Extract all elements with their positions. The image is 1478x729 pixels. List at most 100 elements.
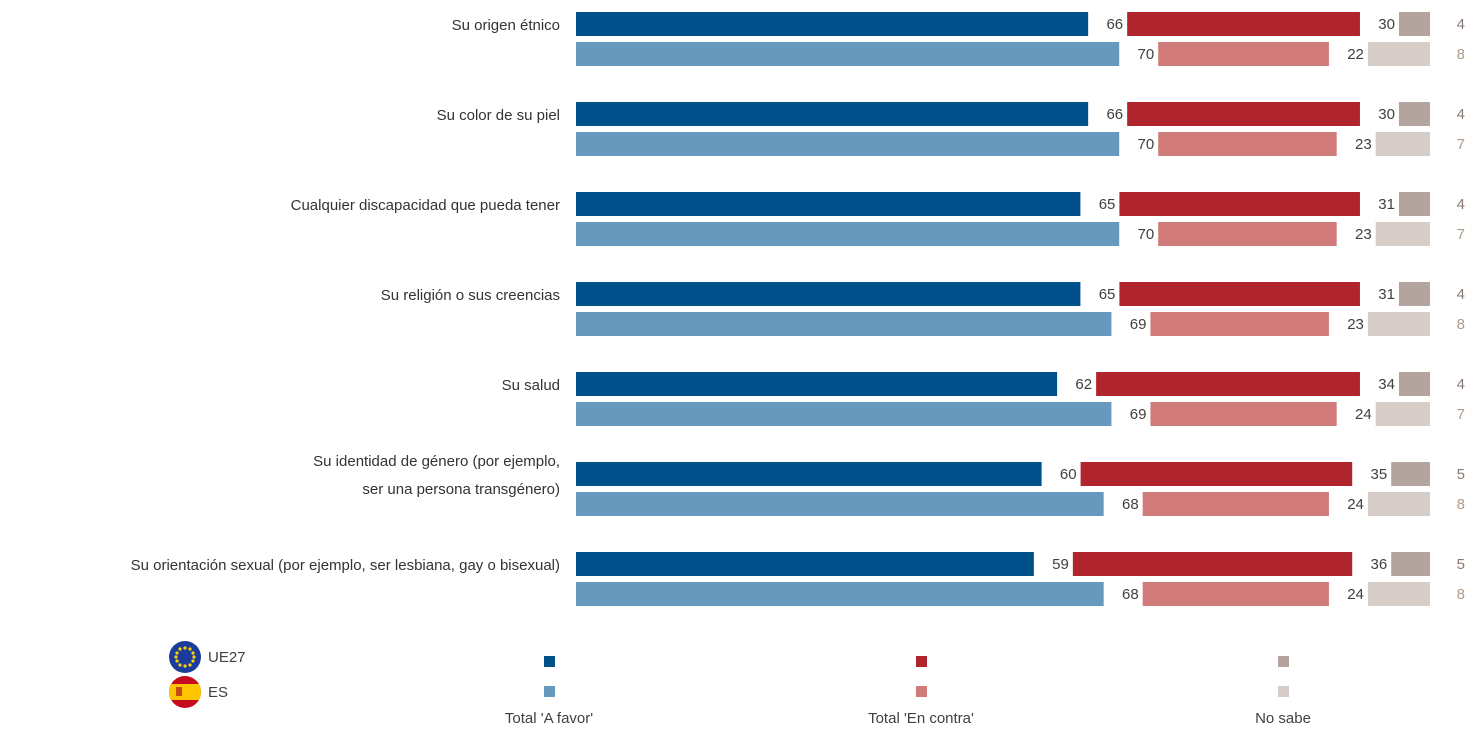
value-label: 24 [1355, 406, 1372, 423]
bar-segment [1158, 222, 1337, 246]
bar-segment [576, 192, 1081, 216]
value-label: 30 [1378, 106, 1395, 123]
bar-segment [1142, 492, 1329, 516]
bar-segment [576, 222, 1120, 246]
flag-eu [169, 641, 201, 673]
bar-segment [576, 42, 1120, 66]
bar-segment [576, 372, 1058, 396]
bar-segment [576, 552, 1034, 576]
bar-segment [576, 12, 1089, 36]
value-label: 62 [1075, 376, 1092, 393]
legend-swatch [544, 656, 555, 667]
value-label: 70 [1138, 226, 1155, 243]
value-label: 22 [1347, 46, 1364, 63]
value-label: 8 [1457, 496, 1465, 513]
category-label: Su religión o sus creencias [380, 287, 560, 304]
value-label: 7 [1457, 226, 1465, 243]
category-label: Su origen étnico [451, 17, 560, 34]
bar-segment [1072, 552, 1353, 576]
bar-segment [576, 282, 1081, 306]
value-label: 8 [1457, 586, 1465, 603]
bar-segment [1119, 192, 1360, 216]
bar-segment [1391, 462, 1430, 486]
value-label: 23 [1355, 136, 1372, 153]
value-label: 65 [1099, 286, 1116, 303]
bar-segment [1367, 582, 1430, 606]
value-label: 5 [1457, 466, 1465, 483]
value-label: 7 [1457, 136, 1465, 153]
bar-segment [1150, 402, 1337, 426]
bar-segment [1398, 102, 1430, 126]
value-label: 66 [1106, 106, 1123, 123]
legend-group-label: UE27 [208, 649, 246, 666]
bar-segment [1096, 372, 1360, 396]
bar-segment [1398, 372, 1430, 396]
value-label: 4 [1457, 376, 1465, 393]
bar-segment [1375, 132, 1430, 156]
legend-label: Total 'A favor' [505, 710, 593, 727]
value-label: 70 [1138, 46, 1155, 63]
bar-segment [576, 132, 1120, 156]
value-label: 34 [1378, 376, 1395, 393]
value-label: 60 [1060, 466, 1077, 483]
bar-segment [576, 102, 1089, 126]
value-label: 59 [1052, 556, 1069, 573]
value-label: 8 [1457, 316, 1465, 333]
bar-segment [576, 462, 1042, 486]
value-label: 31 [1378, 196, 1395, 213]
flag-es [169, 676, 201, 708]
bar-segment [1367, 492, 1430, 516]
bar-segment [1127, 102, 1360, 126]
bar-segment [1398, 192, 1430, 216]
value-label: 69 [1130, 316, 1147, 333]
bar-segment [1127, 12, 1360, 36]
bar-segment [1398, 282, 1430, 306]
value-label: 24 [1347, 496, 1364, 513]
value-label: 4 [1457, 286, 1465, 303]
legend-swatch [544, 686, 555, 697]
value-label: 36 [1371, 556, 1388, 573]
bar-segment [576, 492, 1104, 516]
bar-segment [1158, 132, 1337, 156]
bar-segment [1119, 282, 1360, 306]
value-label: 70 [1138, 136, 1155, 153]
bar-segment [1142, 582, 1329, 606]
bar-segment [1150, 312, 1329, 336]
value-label: 68 [1122, 496, 1139, 513]
legend-label: No sabe [1255, 710, 1311, 727]
bar-segment [1375, 222, 1430, 246]
legend-swatch [1278, 686, 1289, 697]
value-label: 24 [1347, 586, 1364, 603]
value-label: 31 [1378, 286, 1395, 303]
value-label: 30 [1378, 16, 1395, 33]
category-label: Su orientación sexual (por ejemplo, ser … [130, 557, 560, 574]
value-label: 5 [1457, 556, 1465, 573]
value-label: 4 [1457, 106, 1465, 123]
legend-swatch [916, 656, 927, 667]
bar-segment [576, 582, 1104, 606]
value-label: 68 [1122, 586, 1139, 603]
bar-segment [576, 402, 1112, 426]
bar-segment [1158, 42, 1329, 66]
value-label: 35 [1371, 466, 1388, 483]
value-label: 65 [1099, 196, 1116, 213]
value-label: 23 [1355, 226, 1372, 243]
legend-swatch [1278, 656, 1289, 667]
value-label: 4 [1457, 16, 1465, 33]
value-label: 4 [1457, 196, 1465, 213]
value-label: 7 [1457, 406, 1465, 423]
bar-segment [1367, 42, 1430, 66]
bar-segment [1398, 12, 1430, 36]
category-label: Su identidad de género (por ejemplo, ser… [313, 453, 560, 498]
value-label: 69 [1130, 406, 1147, 423]
legend-swatch [916, 686, 927, 697]
value-label: 8 [1457, 46, 1465, 63]
category-label: Cualquier discapacidad que pueda tener [290, 197, 560, 214]
bar-segment [1080, 462, 1353, 486]
category-label: Su salud [501, 377, 560, 394]
value-label: 23 [1347, 316, 1364, 333]
legend-label: Total 'En contra' [868, 710, 974, 727]
legend-group-label: ES [208, 684, 228, 701]
